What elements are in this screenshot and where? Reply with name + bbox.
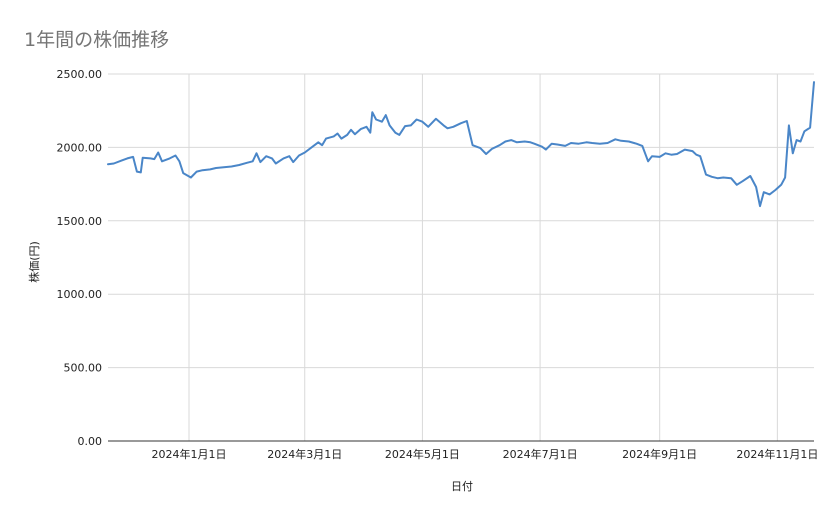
x-tick-label: 2024年7月1日: [503, 447, 578, 461]
y-tick-label: 2000.00: [57, 141, 103, 154]
y-tick-label: 0.00: [78, 435, 103, 448]
y-axis-label: 株価(円): [27, 241, 41, 283]
y-tick-label: 1000.00: [57, 288, 103, 301]
x-tick-label: 2024年1月1日: [152, 447, 227, 461]
y-tick-label: 1500.00: [57, 215, 103, 228]
x-axis-label: 日付: [451, 480, 473, 493]
x-axis-ticks: 2024年1月1日 2024年3月1日 2024年5月1日 2024年7月1日 2024…: [152, 447, 819, 461]
y-tick-label: 500.00: [64, 362, 103, 375]
x-tick-label: 2024年5月1日: [385, 447, 460, 461]
x-tick-label: 2024年3月1日: [267, 447, 342, 461]
chart-title: 1年間の株価推移: [24, 29, 169, 51]
x-tick-label: 2024年11月1日: [736, 447, 818, 461]
series-line: [107, 81, 815, 208]
y-tick-label: 2500.00: [57, 68, 103, 81]
grid-lines: [108, 73, 814, 441]
x-tick-label: 2024年9月1日: [622, 447, 697, 461]
y-axis-ticks: 0.00 500.00 1000.00 1500.00 2000.00 2500.00: [57, 68, 103, 448]
